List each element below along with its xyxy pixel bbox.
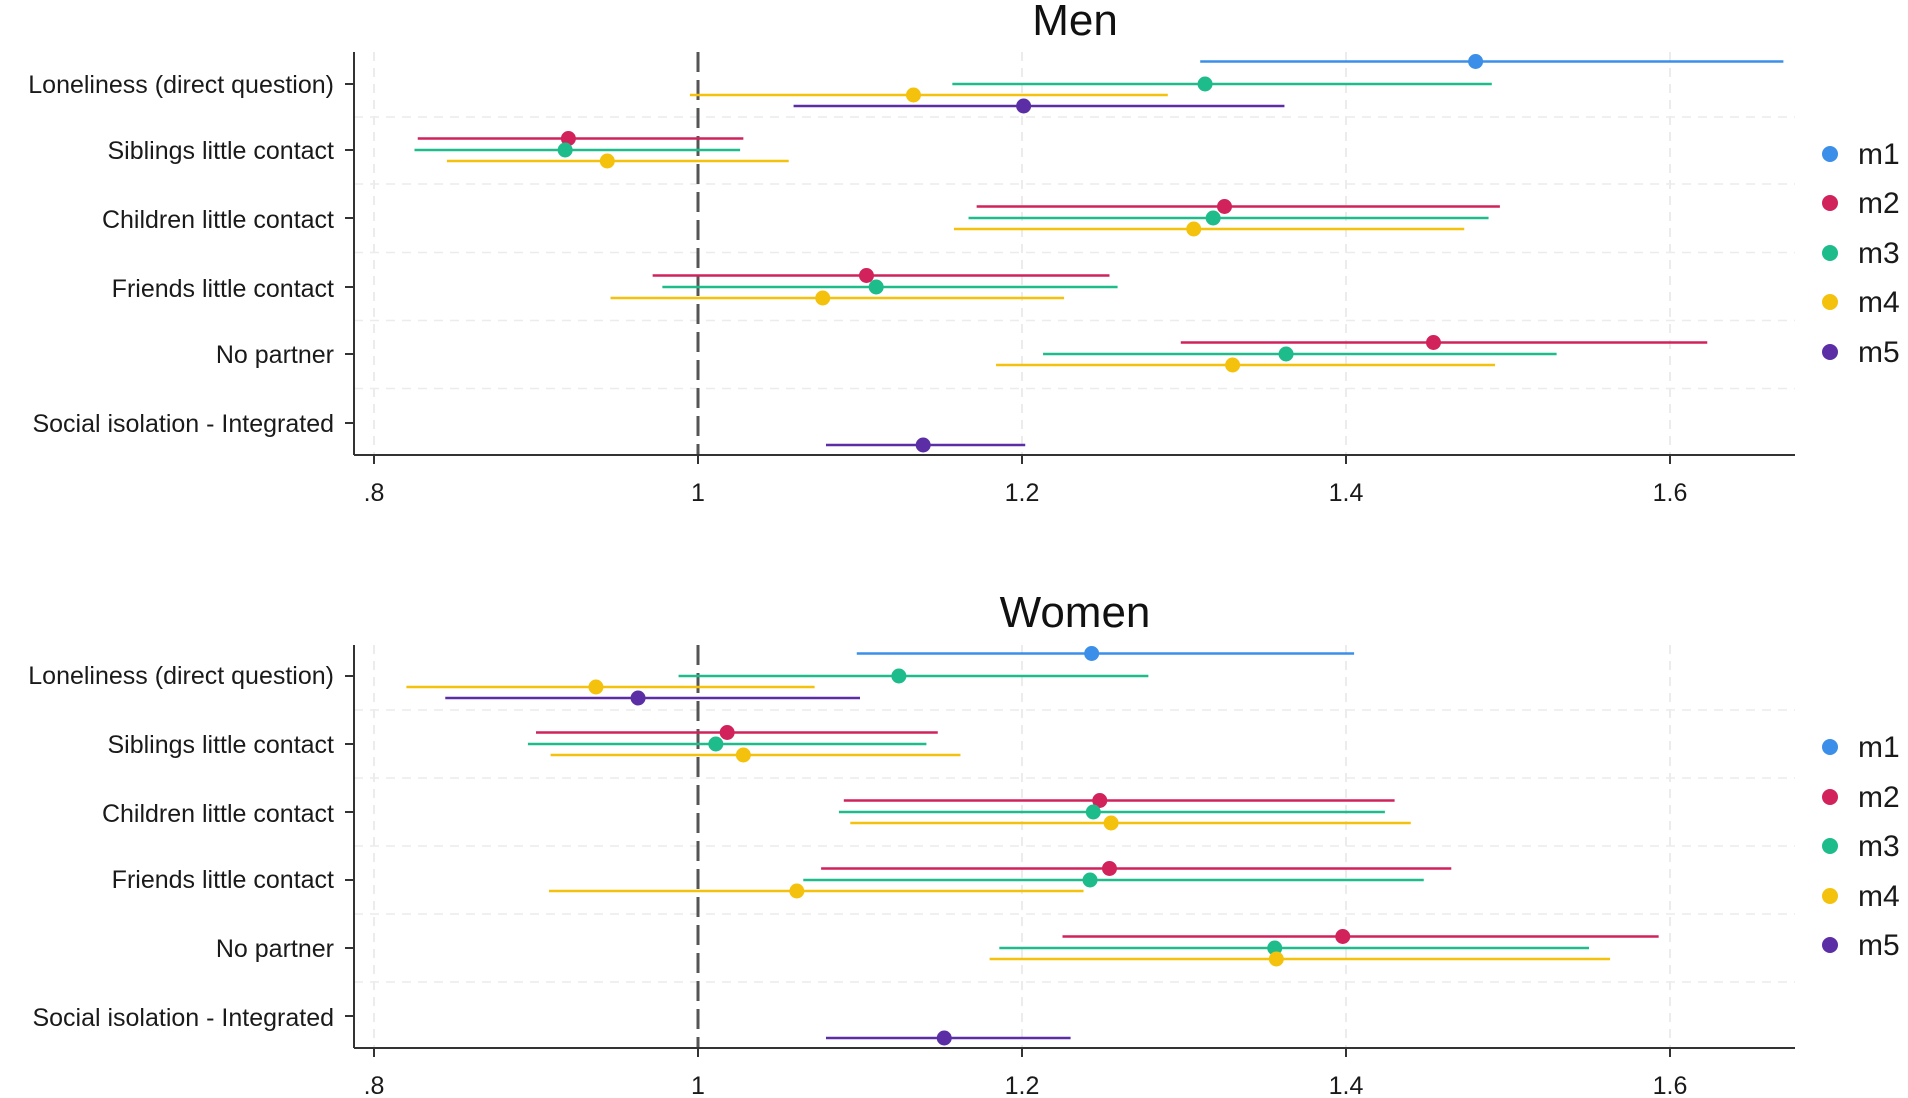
x-tick-label: .8	[364, 479, 385, 507]
estimate-point-m2	[1217, 199, 1232, 214]
estimate-point-m4	[735, 747, 751, 763]
legend-men: m1 m2 m3 m4 m5	[1822, 138, 1900, 369]
category-label: Children little contact	[102, 800, 334, 828]
plot-area-men	[345, 52, 1795, 464]
legend-label: m1	[1858, 731, 1900, 764]
x-tick-label: 1.4	[1329, 1072, 1364, 1098]
category-label: Social isolation - Integrated	[32, 1004, 334, 1032]
estimate-point-m3	[891, 668, 907, 684]
x-tick-label: 1.6	[1653, 479, 1688, 507]
legend-marker-m4	[1822, 888, 1838, 904]
category-label: Loneliness (direct question)	[28, 71, 334, 99]
legend-label: m5	[1858, 336, 1900, 369]
estimate-point-m5	[936, 1030, 952, 1046]
estimate-point-m4	[1225, 357, 1241, 373]
legend-label: m3	[1858, 830, 1900, 863]
estimate-point-m2	[1101, 861, 1117, 876]
estimate-point-m3	[1085, 804, 1101, 820]
category-label: Loneliness (direct question)	[28, 662, 334, 690]
estimate-point-m1	[1084, 646, 1100, 661]
x-tick-label: 1.6	[1653, 1072, 1688, 1098]
legend-marker-m2	[1822, 195, 1838, 211]
estimate-point-m3	[1267, 940, 1283, 956]
x-tick-label: .8	[364, 1072, 385, 1098]
legend-label: m3	[1858, 237, 1900, 270]
estimate-point-m5	[915, 437, 931, 453]
estimate-point-m2	[1425, 335, 1441, 350]
estimate-point-m4	[789, 883, 805, 899]
legend-marker-m1	[1822, 739, 1838, 755]
estimate-point-m4	[905, 87, 921, 103]
estimate-point-m3	[1197, 76, 1213, 92]
estimate-point-m5	[1016, 98, 1032, 114]
legend-label: m5	[1858, 929, 1900, 962]
category-label: Children little contact	[102, 206, 334, 234]
panel-men: Men Loneliness (direct question) Sibling…	[28, 0, 1899, 507]
estimate-point-m2	[560, 131, 576, 146]
estimate-point-m1	[1468, 54, 1484, 69]
x-tick-label: 1	[691, 479, 705, 507]
estimate-point-m3	[1205, 210, 1221, 226]
estimate-point-m4	[815, 290, 831, 306]
legend-label: m4	[1858, 880, 1900, 913]
plot-area-women	[345, 645, 1795, 1057]
x-tick-label: 1.4	[1329, 479, 1364, 507]
x-tick-label: 1.2	[1005, 1072, 1040, 1098]
legend-marker-m3	[1822, 245, 1838, 261]
estimate-point-m4	[1268, 951, 1284, 967]
category-label: No partner	[216, 341, 334, 369]
estimate-point-m4	[1186, 221, 1202, 237]
legend-marker-m3	[1822, 838, 1838, 854]
category-label: Friends little contact	[112, 866, 334, 894]
x-tick-label: 1.2	[1005, 479, 1040, 507]
legend-label: m4	[1858, 286, 1900, 319]
category-label: Siblings little contact	[107, 731, 334, 759]
category-label: Social isolation - Integrated	[32, 410, 334, 438]
estimate-point-m5	[630, 690, 646, 706]
legend-marker-m1	[1822, 146, 1838, 162]
category-label: Siblings little contact	[107, 137, 334, 165]
category-label: Friends little contact	[112, 275, 334, 303]
category-label: No partner	[216, 935, 334, 963]
legend-marker-m4	[1822, 294, 1838, 310]
estimate-point-m2	[719, 725, 735, 740]
legend-label: m1	[1858, 138, 1900, 171]
estimate-point-m4	[599, 153, 615, 169]
estimate-point-m4	[588, 679, 604, 695]
estimate-point-m3	[708, 736, 724, 752]
legend-marker-m5	[1822, 937, 1838, 953]
legend-marker-m2	[1822, 789, 1838, 805]
legend-label: m2	[1858, 781, 1900, 814]
estimate-point-m2	[1335, 929, 1351, 944]
legend-marker-m5	[1822, 344, 1838, 360]
chart-title-women: Women	[1000, 588, 1151, 637]
estimate-point-m2	[1092, 793, 1108, 808]
estimate-point-m3	[557, 142, 573, 158]
estimate-point-m4	[1103, 815, 1119, 831]
panel-women: Women Loneliness (direct question) Sibli…	[28, 588, 1899, 1098]
estimate-point-m3	[1082, 872, 1098, 888]
legend-women: m1 m2 m3 m4 m5	[1822, 731, 1900, 962]
estimate-point-m3	[1278, 346, 1294, 362]
legend-label: m2	[1858, 187, 1900, 220]
estimate-point-m3	[868, 279, 884, 295]
estimate-point-m2	[858, 268, 874, 283]
chart-title-men: Men	[1032, 0, 1118, 45]
x-tick-label: 1	[691, 1072, 705, 1098]
